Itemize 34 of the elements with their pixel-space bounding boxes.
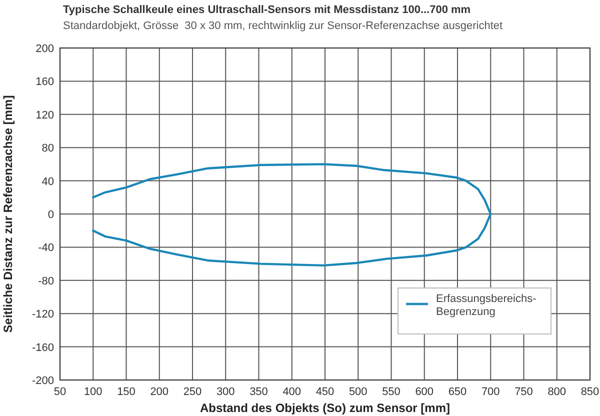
x-tick-label: 300 [216, 386, 235, 398]
chart-subtitle: Standardobjekt, Grösse 30 x 30 mm, rechtwinklig zur Sensor-Referenzachse ausgerichtet [63, 20, 503, 32]
x-tick-label: 550 [382, 386, 400, 398]
x-axis-title: Abstand des Objekts (So) zum Sensor [mm] [200, 401, 450, 415]
y-tick-label: -120 [32, 308, 54, 321]
y-tick-label: -40 [38, 242, 54, 254]
x-tick-label: 350 [250, 386, 268, 398]
y-tick-label: 0 [48, 209, 54, 221]
y-tick-label: 120 [36, 109, 54, 122]
x-tick-label: 50 [54, 386, 66, 398]
chart-title: Typische Schallkeule eines Ultraschall-Sensors mit Messdistanz 100...700 mm [63, 4, 471, 16]
x-tick-label: 700 [481, 386, 500, 398]
x-tick-label: 750 [514, 386, 533, 398]
x-tick-label: 150 [117, 386, 136, 398]
x-tick-label: 250 [183, 386, 202, 398]
line-series [92, 163, 492, 267]
y-tick-label: 40 [42, 176, 54, 188]
y-tick-label: 80 [42, 142, 54, 155]
legend-label: Erfassungsbereichs-Begrenzung [436, 293, 537, 318]
x-tick-label: 650 [448, 386, 467, 398]
y-tick-label: -80 [38, 275, 54, 288]
x-tick-label: 400 [282, 386, 302, 398]
x-tick-label: 200 [150, 386, 169, 398]
x-tick-label: 500 [348, 386, 368, 398]
y-tick-label: 200 [36, 43, 54, 55]
x-tick-label: 100 [84, 386, 102, 398]
x-tick-label: 850 [580, 386, 600, 398]
y-tick-label: -200 [32, 375, 54, 387]
x-tick-label: 450 [316, 386, 334, 398]
y-tick-label: 160 [36, 76, 54, 88]
x-tick-label: 800 [548, 386, 566, 398]
x-tick-label: 600 [415, 386, 434, 398]
y-tick-label: -160 [32, 342, 54, 354]
y-axis-title: Seitliche Distanz zur Referenzachse [mm] [1, 95, 15, 333]
